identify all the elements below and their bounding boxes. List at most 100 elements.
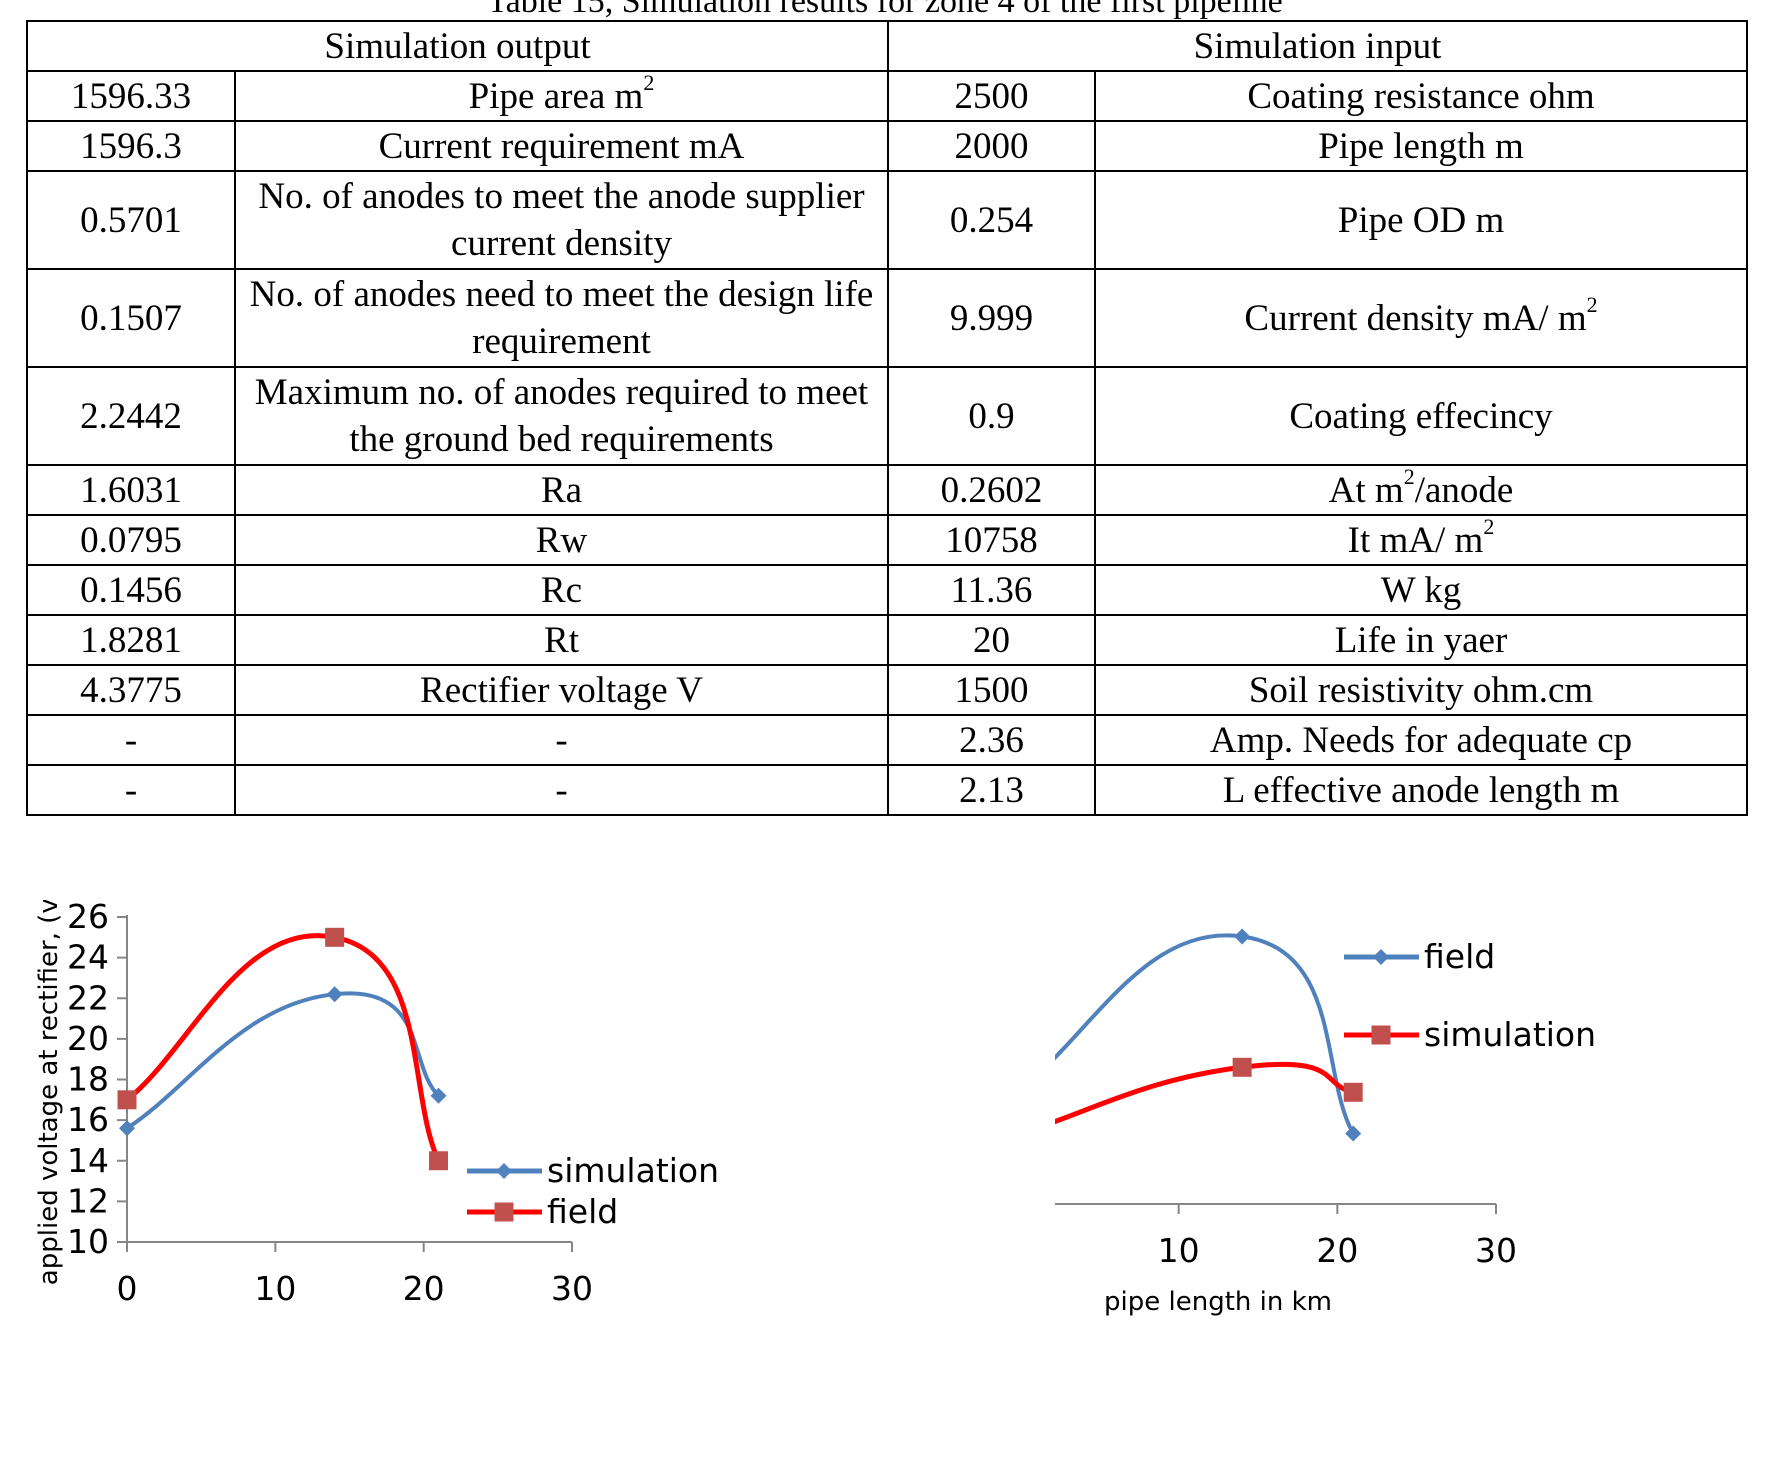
output-value-cell-text: 4.3775 (80, 669, 182, 711)
output-value-cell-text: 0.1507 (80, 297, 182, 339)
table-row: 0.0795 Rw 10758 It mA/ m2 (26, 514, 1748, 566)
data-point-diamond (496, 1163, 512, 1179)
x-tick-label: 20 (403, 1269, 445, 1308)
input-label-cell-text: Coating resistance ohm (1247, 75, 1595, 117)
input-label-cell: Pipe OD m (1094, 170, 1748, 270)
output-label-cell: No. of anodes need to meet the design li… (234, 268, 889, 368)
y-axis-label: applied voltage at rectifier, (volt) (34, 900, 64, 1285)
output-value-cell: 2.2442 (26, 366, 236, 466)
superscript: 2 (1586, 291, 1598, 317)
output-value-cell-text: 0.1456 (80, 569, 182, 611)
input-value-cell: 11.36 (887, 564, 1096, 616)
output-value-cell: - (26, 764, 236, 816)
output-label-cell: Current requirement mA (234, 120, 889, 172)
output-value-cell: 1.6031 (26, 464, 236, 516)
output-value-cell: 0.0795 (26, 514, 236, 566)
legend-entry-field: field (467, 1192, 618, 1231)
table-row: 1.6031 Ra 0.2602 At m2/anode (26, 463, 1748, 516)
input-value-cell: 2.13 (887, 764, 1096, 816)
output-value-cell-text: 0.5701 (80, 199, 182, 241)
input-value-cell: 10758 (887, 514, 1096, 566)
data-point-square (1371, 1025, 1391, 1045)
input-label-cell: Coating resistance ohm (1094, 70, 1748, 122)
input-label-cell: It mA/ m2 (1094, 514, 1748, 566)
table-row: - - 2.36 Amp. Needs for adequate cp (26, 714, 1748, 766)
superscript: 2 (643, 69, 655, 95)
output-value-cell: 0.5701 (26, 170, 236, 270)
output-label-cell: - (234, 714, 889, 766)
output-label-cell-text: - (555, 719, 568, 761)
input-label-cell-suffix: /anode (1414, 469, 1514, 511)
y-tick-label: 22 (67, 978, 109, 1017)
data-point-diamond (1373, 949, 1389, 965)
legend-label: simulation (1424, 1015, 1596, 1054)
output-label-cell: Ra (234, 464, 889, 516)
output-value-cell-text: 1.6031 (80, 469, 182, 511)
input-label-cell-text: At m (1328, 469, 1404, 511)
x-tick-label: 30 (551, 1269, 593, 1308)
input-label-cell: L effective anode length m (1094, 764, 1748, 816)
output-label-cell: No. of anodes to meet the anode supplier… (234, 170, 889, 270)
output-value-cell: 0.1507 (26, 268, 236, 368)
output-value-cell-text: - (124, 719, 138, 761)
table-row: 1.8281 Rt 20 Life in yaer (26, 614, 1748, 666)
data-point-square (429, 1151, 448, 1171)
output-label-cell-text: Rc (540, 569, 583, 611)
data-point-square (1343, 1082, 1363, 1102)
superscript: 2 (1403, 463, 1415, 489)
output-value-cell-text: - (124, 769, 138, 811)
y-tick-label: 24 (67, 938, 109, 977)
data-point-square (117, 1090, 137, 1110)
output-value-cell: - (26, 714, 236, 766)
input-value-cell-text: 2.36 (959, 719, 1024, 761)
output-label-cell: Rt (234, 614, 889, 666)
input-label-cell-text: Current density mA/ m (1244, 297, 1587, 339)
input-label-cell-text: L effective anode length m (1222, 769, 1620, 811)
input-label-cell-text: Life in yaer (1334, 619, 1508, 661)
output-value-cell: 0.1456 (26, 564, 236, 616)
input-value-cell: 0.2602 (887, 464, 1096, 516)
output-label-cell: Maximum no. of anodes required to meet t… (234, 366, 889, 466)
input-value-cell-text: 2500 (954, 75, 1029, 117)
table-row: 0.5701 No. of anodes to meet the anode su… (26, 170, 1748, 270)
x-tick-label: 10 (254, 1269, 296, 1308)
input-value-cell-text: 2.13 (959, 769, 1024, 811)
series-line (125, 933, 441, 1162)
output-label-cell: Rectifier voltage V (234, 664, 889, 716)
input-label-cell-text: Coating effecincy (1289, 395, 1553, 437)
legend-entry-simulation: simulation (467, 1151, 719, 1190)
table-caption: Table 15, Simulation results for zone 4 … (487, 0, 1283, 20)
input-value-cell-text: 0.254 (949, 199, 1034, 241)
x-tick-label: 0 (117, 1269, 138, 1308)
output-label-cell: - (234, 764, 889, 816)
data-point-square (1232, 1057, 1252, 1077)
y-tick-label: 12 (67, 1181, 109, 1220)
header-simulation-output: Simulation output (26, 20, 889, 72)
table-row: 0.1507 No. of anodes need to meet the des… (26, 268, 1748, 368)
input-label-cell-text: Soil resistivity ohm.cm (1248, 669, 1594, 711)
input-value-cell: 2.36 (887, 714, 1096, 766)
output-label-cell-text: No. of anodes to meet the anode supplier… (258, 176, 865, 264)
output-label-cell-text: Maximum no. of anodes required to meet t… (254, 372, 869, 460)
input-value-cell: 2000 (887, 120, 1096, 172)
input-value-cell-text: 0.9 (968, 395, 1015, 437)
table-row: 2.2442 Maximum no. of anodes required to … (26, 366, 1748, 466)
output-value-cell-text: 1.8281 (80, 619, 182, 661)
output-label-cell-text: Rw (535, 519, 588, 561)
data-point-square (494, 1202, 514, 1222)
input-value-cell-text: 2000 (954, 125, 1029, 167)
output-label-cell-text: - (555, 769, 568, 811)
table-row: 0.1456 Rc 11.36 W kg (26, 564, 1748, 616)
input-label-cell: Soil resistivity ohm.cm (1094, 664, 1748, 716)
chart-body: 00.511.520102030anode resistance (ohm)pi… (1055, 928, 1596, 1317)
y-tick-label: 14 (67, 1141, 109, 1180)
legend-label: simulation (547, 1151, 719, 1190)
output-label-cell-text: Rectifier voltage V (420, 669, 703, 711)
table-row: 4.3775 Rectifier voltage V 1500 Soil resist… (26, 664, 1748, 716)
output-label-cell-text: Pipe area m (468, 75, 644, 117)
output-value-cell-text: 0.0795 (80, 519, 182, 561)
input-value-cell-text: 0.2602 (940, 469, 1043, 511)
input-label-cell-text: W kg (1380, 569, 1462, 611)
input-value-cell-text: 10758 (945, 519, 1038, 561)
series-simulation (1055, 1057, 1363, 1125)
